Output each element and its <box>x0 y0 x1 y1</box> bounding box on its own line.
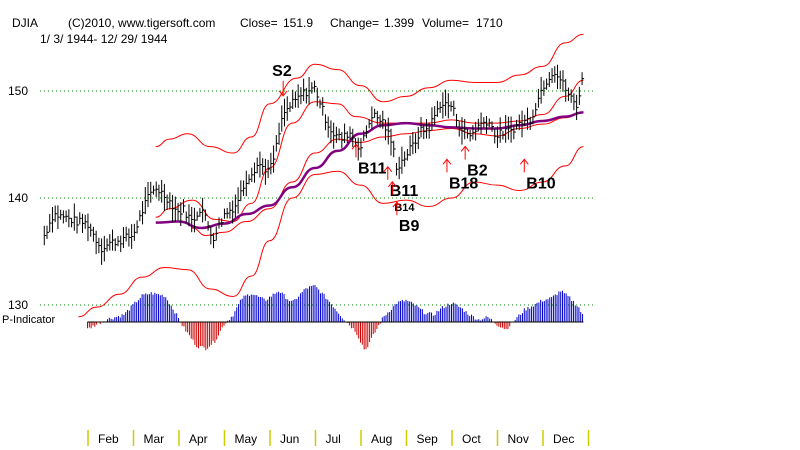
signal-label-5: B18 <box>449 175 478 192</box>
month-label-jul: Jul <box>326 432 341 446</box>
date-range: 1/ 3/ 1944- 12/ 29/ 1944 <box>40 32 168 46</box>
p-indicator-label: P-Indicator <box>2 314 56 326</box>
price-bands <box>78 33 584 318</box>
y-tick-130: 130 <box>8 298 28 312</box>
close-label: Close= <box>240 16 278 30</box>
signal-label-0: S2 <box>272 63 292 80</box>
y-tick-150: 150 <box>8 84 28 98</box>
signal-arrowhead <box>392 201 402 208</box>
signal-arrowhead <box>387 180 397 188</box>
chart-symbol: DJIA <box>12 16 38 30</box>
volume-value: 1710 <box>476 16 503 30</box>
month-label-sep: Sep <box>417 432 439 446</box>
change-value: 1.399 <box>384 16 414 30</box>
month-label-oct: Oct <box>462 432 481 446</box>
lower-band-line <box>78 146 584 318</box>
signal-arrowhead <box>442 158 452 165</box>
signal-arrowhead <box>383 166 393 173</box>
y-tick-140: 140 <box>8 191 28 205</box>
volume-label: Volume= <box>422 16 469 30</box>
month-label-aug: Aug <box>371 432 392 446</box>
chart-copyright: (C)2010, www.tigersoft.com <box>68 16 215 30</box>
month-label-nov: Nov <box>508 432 529 446</box>
signal-arrowhead <box>278 90 288 97</box>
month-label-mar: Mar <box>144 432 165 446</box>
signal-label-4: B9 <box>399 218 420 235</box>
gridlines <box>40 90 595 306</box>
month-label-apr: Apr <box>189 432 208 446</box>
price-bars <box>43 64 585 265</box>
month-label-dec: Dec <box>553 432 574 446</box>
signal-label-6: B2 <box>467 162 488 179</box>
moving-average-line <box>155 111 584 230</box>
close-value: 151.9 <box>283 16 313 30</box>
month-axis: Feb Mar Apr May Jun Jul Aug Sep Oct Nov Dec <box>87 430 590 446</box>
signal-arrowhead <box>460 145 470 152</box>
signal-label-7: B10 <box>526 175 555 192</box>
signal-label-2: B11 <box>390 183 419 200</box>
inner-upper-band-line <box>155 79 584 223</box>
month-label-jun: Jun <box>280 432 299 446</box>
month-label-feb: Feb <box>98 432 119 446</box>
change-label: Change= <box>330 16 379 30</box>
p-indicator-bars <box>87 285 584 351</box>
signal-label-1: B11 <box>358 160 387 177</box>
signal-arrowhead <box>351 143 361 150</box>
month-label-may: May <box>235 432 258 446</box>
upper-band-line <box>155 33 584 154</box>
signal-arrowhead <box>519 158 529 165</box>
